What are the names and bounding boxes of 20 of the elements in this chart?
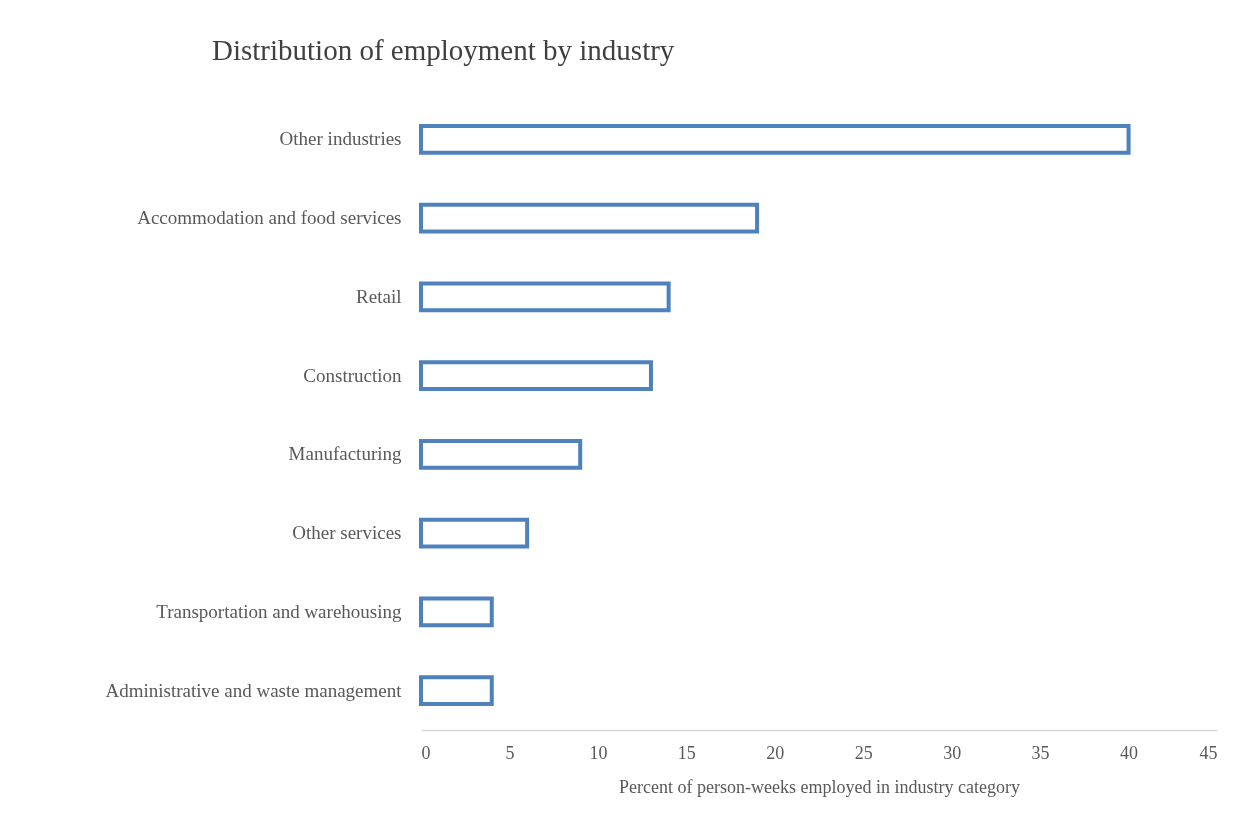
y-tick-label: Administrative and waste management (105, 679, 403, 701)
y-tick-label: Other services (292, 522, 402, 544)
x-tick-label: 45 (1199, 742, 1218, 763)
y-tick-label: Construction (303, 364, 402, 386)
x-tick-label: 30 (943, 742, 962, 763)
y-tick-label: Accommodation and food services (137, 207, 402, 229)
x-tick-label: 10 (589, 742, 608, 763)
x-tick-label: 35 (1031, 742, 1050, 763)
x-tick-label: 15 (677, 742, 696, 763)
y-tick-label: Other industries (279, 128, 402, 150)
y-tick-label: Transportation and warehousing (156, 600, 402, 622)
x-tick-label: 40 (1120, 742, 1139, 763)
chart-title: Distribution of employment by industry (212, 34, 675, 66)
y-tick-label: Retail (356, 285, 402, 307)
x-axis-title: Percent of person-weeks employed in industry category (619, 776, 1020, 797)
y-tick-label: Manufacturing (288, 443, 402, 465)
x-tick-label: 25 (854, 742, 873, 763)
x-tick-label: 5 (505, 742, 515, 763)
x-tick-label: 0 (421, 742, 431, 763)
x-tick-label: 20 (766, 742, 785, 763)
